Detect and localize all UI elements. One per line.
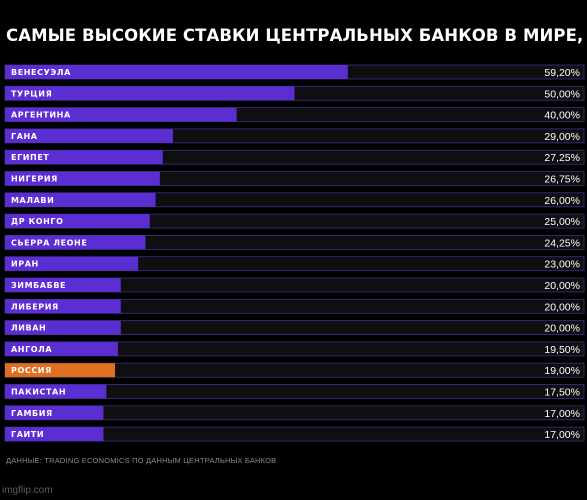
value-label: 27,25% xyxy=(544,152,580,164)
value-label: 50,00% xyxy=(544,88,580,100)
bar-row: ТУРЦИЯ 50,00% xyxy=(4,85,585,101)
bar-row: МАЛАВИ 26,00% xyxy=(4,192,585,208)
bar-row: ГАМБИЯ 17,00% xyxy=(4,405,585,421)
bar-row: НИГЕРИЯ 26,75% xyxy=(4,171,585,186)
bar xyxy=(5,299,121,314)
value-label: 25,00% xyxy=(544,216,580,228)
bar-row: АНГОЛА 19,50% xyxy=(4,341,585,357)
category-label: ЕГИПЕТ xyxy=(11,153,49,162)
category-label: ГАНА xyxy=(11,132,38,141)
bar xyxy=(5,384,107,399)
bar xyxy=(5,278,121,292)
value-label: 19,00% xyxy=(544,365,580,377)
category-label: РОССИЯ xyxy=(11,366,52,375)
chart-title: САМЫЕ ВЫСОКИЕ СТАВКИ ЦЕНТРАЛЬНЫХ БАНКОВ … xyxy=(6,26,587,45)
bar xyxy=(5,341,118,356)
value-label: 59,20% xyxy=(544,67,580,79)
value-label: 26,00% xyxy=(544,195,580,207)
category-label: ВЕНЕСУЭЛА xyxy=(11,68,71,77)
bar xyxy=(5,320,121,335)
bar xyxy=(5,192,156,207)
value-label: 24,25% xyxy=(544,237,580,249)
value-label: 17,50% xyxy=(544,387,580,399)
bar xyxy=(5,86,295,101)
bar xyxy=(5,427,104,442)
bar xyxy=(5,235,146,250)
watermark: imgflip.com xyxy=(2,485,53,496)
bar-row: ГАНА 29,00% xyxy=(4,128,585,144)
bar-row: РОССИЯ 19,00% xyxy=(4,362,585,378)
bar xyxy=(5,65,348,79)
category-label: ЛИВАН xyxy=(11,324,46,333)
bar xyxy=(5,363,116,378)
value-label: 40,00% xyxy=(544,110,580,122)
value-label: 17,00% xyxy=(544,429,580,441)
category-label: ДР КОНГО xyxy=(11,217,64,226)
bar xyxy=(5,405,104,420)
category-label: АРГЕНТИНА xyxy=(11,111,71,120)
bar xyxy=(5,171,160,186)
bar-row: ЛИБЕРИЯ 20,00% xyxy=(4,298,585,314)
bar xyxy=(5,150,163,165)
bar-row: ГАИТИ 17,00% xyxy=(4,426,585,442)
bar xyxy=(5,128,173,143)
bar xyxy=(5,107,237,122)
category-label: ЗИМБАБВЕ xyxy=(11,281,66,290)
bar-row: ИРАН 23,00% xyxy=(4,256,585,272)
bar-row: ЗИМБАБВЕ 20,00% xyxy=(4,277,585,293)
category-label: ПАКИСТАН xyxy=(11,388,66,397)
category-label: АНГОЛА xyxy=(11,345,52,354)
value-label: 20,00% xyxy=(544,280,580,292)
bar-row: ПАКИСТАН 17,50% xyxy=(4,384,585,399)
category-label: ЛИБЕРИЯ xyxy=(11,302,59,311)
bar-row: ВЕНЕСУЭЛА 59,20% xyxy=(4,64,585,80)
value-label: 23,00% xyxy=(544,259,580,271)
category-label: МАЛАВИ xyxy=(11,196,54,205)
category-label: СЬЕРРА ЛЕОНЕ xyxy=(11,238,87,247)
bar-row: ЛИВАН 20,00% xyxy=(4,320,585,336)
category-label: ГАИТИ xyxy=(11,430,44,439)
bar-row: ДР КОНГО 25,00% xyxy=(4,213,585,229)
chart-source: ДАННЫЕ: TRADING ECONOMICS ПО ДАННЫМ ЦЕНТ… xyxy=(6,456,277,465)
bar xyxy=(5,256,139,271)
category-label: ИРАН xyxy=(11,260,39,269)
value-label: 20,00% xyxy=(544,323,580,335)
value-label: 19,50% xyxy=(544,344,580,356)
bar xyxy=(5,214,150,229)
value-label: 26,75% xyxy=(544,174,580,186)
category-label: ГАМБИЯ xyxy=(11,409,53,418)
value-label: 20,00% xyxy=(544,301,580,313)
bar-row: ЕГИПЕТ 27,25% xyxy=(4,149,585,165)
value-label: 17,00% xyxy=(544,408,580,420)
category-label: НИГЕРИЯ xyxy=(11,175,58,184)
value-label: 29,00% xyxy=(544,131,580,143)
bar-row: АРГЕНТИНА 40,00% xyxy=(4,107,585,122)
category-label: ТУРЦИЯ xyxy=(11,89,52,98)
bar-row: СЬЕРРА ЛЕОНЕ 24,25% xyxy=(4,234,585,250)
